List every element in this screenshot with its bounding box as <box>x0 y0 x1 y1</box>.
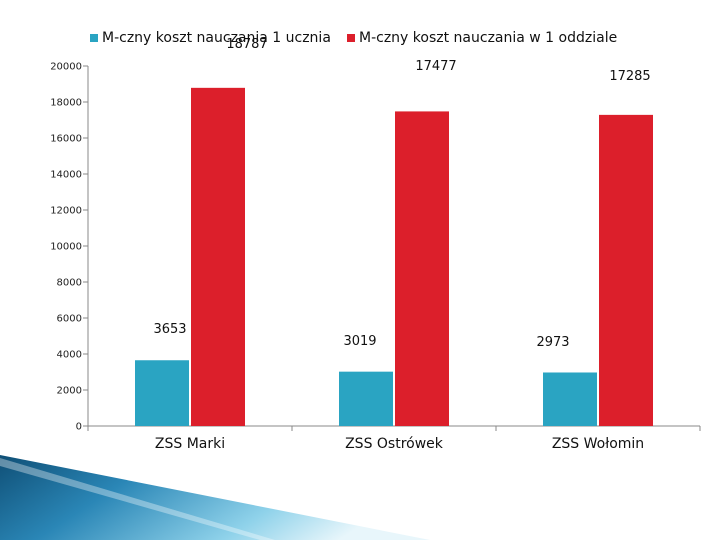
y-tick-label: 0 <box>76 422 82 433</box>
legend-label-series-1: M-czny koszt nauczania 1 ucznia <box>102 30 331 46</box>
y-tick-label: 4000 <box>57 350 82 361</box>
bar-student-2 <box>339 371 393 426</box>
bar-class-3 <box>599 114 653 427</box>
data-label: 18787 <box>226 37 267 52</box>
bar-class-1 <box>191 87 245 427</box>
bar-student-1 <box>135 360 189 426</box>
x-category-label: ZSS Marki <box>155 436 225 452</box>
y-tick-label: 6000 <box>57 314 82 325</box>
legend-swatch-series-2 <box>347 34 355 42</box>
bar-student-3 <box>543 372 597 426</box>
y-tick-label: 8000 <box>57 278 82 289</box>
bar-class-2 <box>395 111 449 426</box>
legend-item-series-1: M-czny koszt nauczania 1 ucznia <box>90 30 331 46</box>
legend-swatch-series-1 <box>90 34 98 42</box>
legend-label-series-2: M-czny koszt nauczania w 1 oddziale <box>359 30 618 46</box>
data-label: 3019 <box>343 334 376 349</box>
y-tick-label: 2000 <box>57 386 82 397</box>
y-tick-label: 16000 <box>50 134 82 145</box>
y-tick-label: 10000 <box>50 242 82 253</box>
data-label: 3653 <box>153 322 186 337</box>
data-label: 17285 <box>609 69 650 84</box>
corner-decoration <box>0 455 430 540</box>
x-category-label: ZSS Wołomin <box>552 436 644 452</box>
legend-item-series-2: M-czny koszt nauczania w 1 oddziale <box>347 30 617 46</box>
data-label: 2973 <box>536 335 569 350</box>
x-category-label: ZSS Ostrówek <box>345 436 444 452</box>
y-tick-label: 18000 <box>50 98 82 109</box>
y-tick-label: 14000 <box>50 170 82 181</box>
data-label: 17477 <box>415 59 456 74</box>
y-tick-label: 12000 <box>50 206 82 217</box>
y-tick-label: 20000 <box>50 62 82 73</box>
